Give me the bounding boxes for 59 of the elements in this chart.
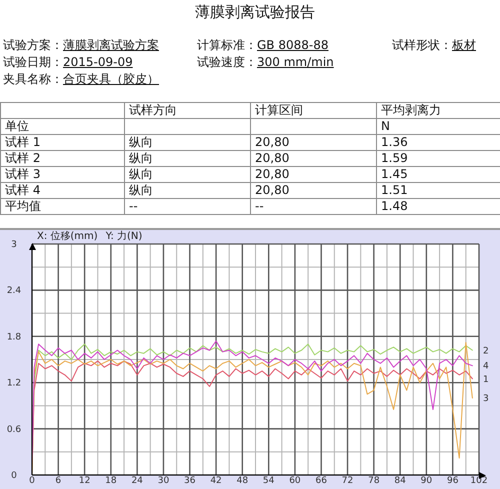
text: 试验速度：300 mm/min [197, 55, 334, 69]
text: 1.59 [381, 151, 408, 165]
text: 1.51 [381, 183, 408, 197]
series-label: 2 [483, 346, 489, 356]
text: 试样 1 [5, 135, 40, 149]
text: 平均剥离力 [381, 103, 441, 117]
x-tick-label: 96 [446, 476, 459, 486]
series-label: 3 [483, 394, 489, 404]
y-tick-label: 2.4 [6, 286, 22, 296]
x-axis-title: X: 位移(mm) [37, 231, 98, 242]
text: 纵向 [129, 167, 153, 181]
y-tick-label: 3 [11, 240, 17, 250]
x-tick-label: 18 [105, 476, 117, 486]
chart-title: 薄膜剥离试验报告 [195, 3, 315, 21]
text: 20,80 [255, 135, 290, 149]
text: -- [129, 199, 138, 213]
text: -- [255, 199, 264, 213]
series-label: 4 [483, 362, 489, 372]
text: 试样方向 [129, 103, 177, 117]
series-label: 1 [483, 374, 489, 385]
x-tick-label: 0 [29, 476, 36, 486]
x-tick-label: 72 [342, 476, 354, 486]
x-tick-label: 84 [394, 476, 406, 486]
text: 平均值 [5, 199, 41, 213]
x-tick-label: 54 [262, 476, 275, 486]
text: 1.48 [381, 199, 408, 213]
text: N [381, 119, 390, 133]
x-tick-label: 42 [210, 476, 222, 486]
text: 计算区间 [255, 103, 303, 117]
y-axis-title: Y: 力(N) [106, 231, 142, 242]
text: 1.45 [381, 167, 408, 181]
x-tick-label: 24 [131, 476, 144, 486]
x-tick-label: 36 [184, 476, 196, 486]
text: 20,80 [255, 167, 290, 181]
text: 20,80 [255, 183, 290, 197]
text: 试样 4 [5, 183, 40, 197]
x-tick-label: 30 [158, 476, 170, 486]
text: 1.36 [381, 135, 408, 149]
x-tick-label: 66 [316, 476, 328, 486]
text: 试样 2 [5, 151, 40, 165]
text: 纵向 [129, 135, 153, 149]
text: 试验日期：2015-09-09 [3, 55, 133, 69]
text: 单位 [5, 119, 29, 133]
text: 试验方案：薄膜剥离试验方案 [3, 38, 159, 52]
x-tick-label: 78 [368, 476, 380, 486]
text: 试样 3 [5, 167, 40, 181]
text: 纵向 [129, 151, 153, 165]
text: 试样形状：板材 [392, 38, 476, 52]
y-tick-label: 0.6 [6, 424, 22, 435]
x-tick-label: 6 [55, 476, 62, 486]
y-tick-label: 1.2 [6, 378, 22, 389]
x-tick-label: 12 [78, 476, 90, 486]
x-tick-label: 48 [236, 476, 248, 486]
x-tick-label: 60 [289, 476, 301, 486]
text: 20,80 [255, 151, 290, 165]
text: 纵向 [129, 183, 153, 197]
text: 计算标准：GB 8088-88 [197, 38, 328, 52]
y-tick-label: 1.8 [6, 332, 22, 342]
x-tick-label: 90 [420, 476, 432, 486]
